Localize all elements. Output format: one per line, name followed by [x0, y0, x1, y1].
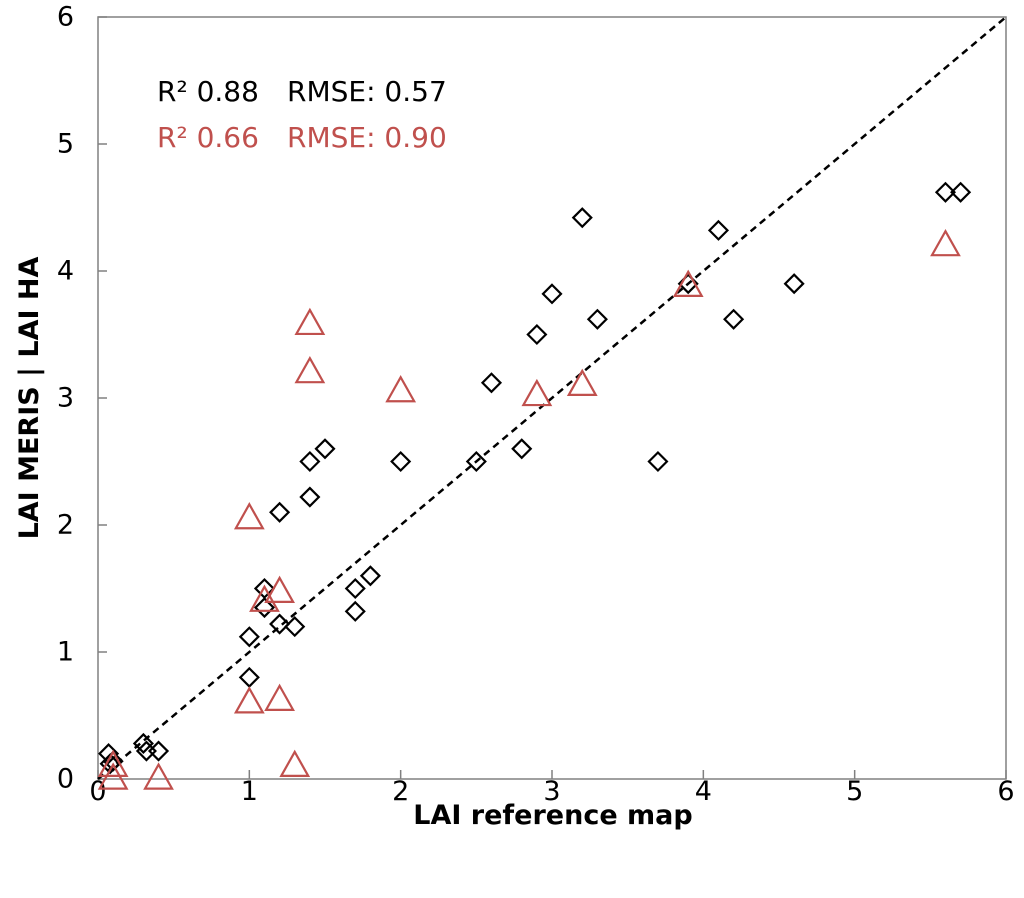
diamond-point [586, 308, 608, 330]
annotation-2-r2: R² 0.66 [157, 121, 259, 154]
diamond-point [480, 372, 503, 394]
diamond-point [707, 219, 730, 241]
x-tick-label: 1 [241, 776, 258, 807]
diamond-point [511, 438, 533, 460]
triangle-point [97, 749, 129, 778]
x-tick-label: 5 [846, 776, 863, 807]
triangle-point [566, 368, 598, 396]
triangle-point [930, 228, 961, 257]
diamond-point [238, 626, 260, 648]
diamond-point [934, 181, 957, 203]
diamond-point [359, 565, 381, 587]
diamond-point [284, 616, 306, 638]
x-tick-label: 4 [695, 776, 712, 807]
diamond-point [647, 450, 669, 473]
triangle-point [143, 762, 174, 790]
diamond-point [465, 450, 487, 473]
y-axis: 0 1 2 3 4 5 6 [57, 2, 107, 795]
y-tick-label: 5 [57, 129, 74, 160]
diamond-point [147, 740, 170, 762]
triangle-point [385, 375, 417, 403]
diamond-point [269, 613, 291, 635]
diamond-point [269, 501, 291, 523]
triangle-point [672, 269, 704, 297]
triangle-point [233, 686, 265, 714]
diamond-point [390, 450, 412, 473]
diamond-point [314, 438, 336, 460]
diamond-point [950, 181, 972, 203]
diamond-point [238, 666, 260, 688]
diamond-point [299, 486, 321, 508]
triangle-point [279, 749, 311, 778]
diamond-point [102, 750, 124, 772]
y-tick-label: 1 [57, 637, 74, 668]
diamond-point [723, 308, 745, 330]
annotation-1-rmse: RMSE: 0.57 [287, 75, 447, 108]
diamond-point [344, 577, 366, 600]
triangle-point [294, 307, 326, 336]
annotation-2-rmse: RMSE: 0.90 [287, 121, 447, 154]
annotation-1-r2: R² 0.88 [157, 75, 259, 108]
triangle-point [264, 683, 295, 711]
one-to-one-reference-line [97, 16, 1007, 780]
x-tick-label: 6 [997, 776, 1014, 807]
y-tick-label: 0 [57, 764, 74, 795]
triangle-point [249, 584, 280, 612]
y-tick-label: 3 [57, 383, 74, 414]
diamond-point [783, 273, 805, 295]
triangle-point [264, 575, 295, 604]
triangle-point [233, 502, 265, 530]
diamond-point [541, 283, 563, 305]
diamond-point [98, 743, 120, 765]
y-axis-title: LAI MERIS | LAI HA [14, 256, 45, 539]
triangle-point [521, 378, 553, 407]
x-axis-title: LAI reference map [413, 800, 692, 831]
diamond-point [299, 450, 321, 473]
y-tick-label: 4 [57, 256, 74, 287]
diamond-point [526, 323, 548, 346]
diamond-point [253, 596, 276, 619]
diamond-point [344, 600, 366, 622]
y-tick-label: 6 [57, 2, 74, 33]
series-lai-meris [98, 181, 972, 775]
y-tick-label: 2 [57, 510, 74, 541]
triangle-point [294, 355, 326, 384]
x-tick-label: 3 [543, 776, 560, 807]
diamond-point [132, 732, 154, 754]
x-tick-label: 2 [392, 776, 409, 807]
series-lai-ha [97, 228, 961, 790]
diamond-point [571, 207, 593, 229]
